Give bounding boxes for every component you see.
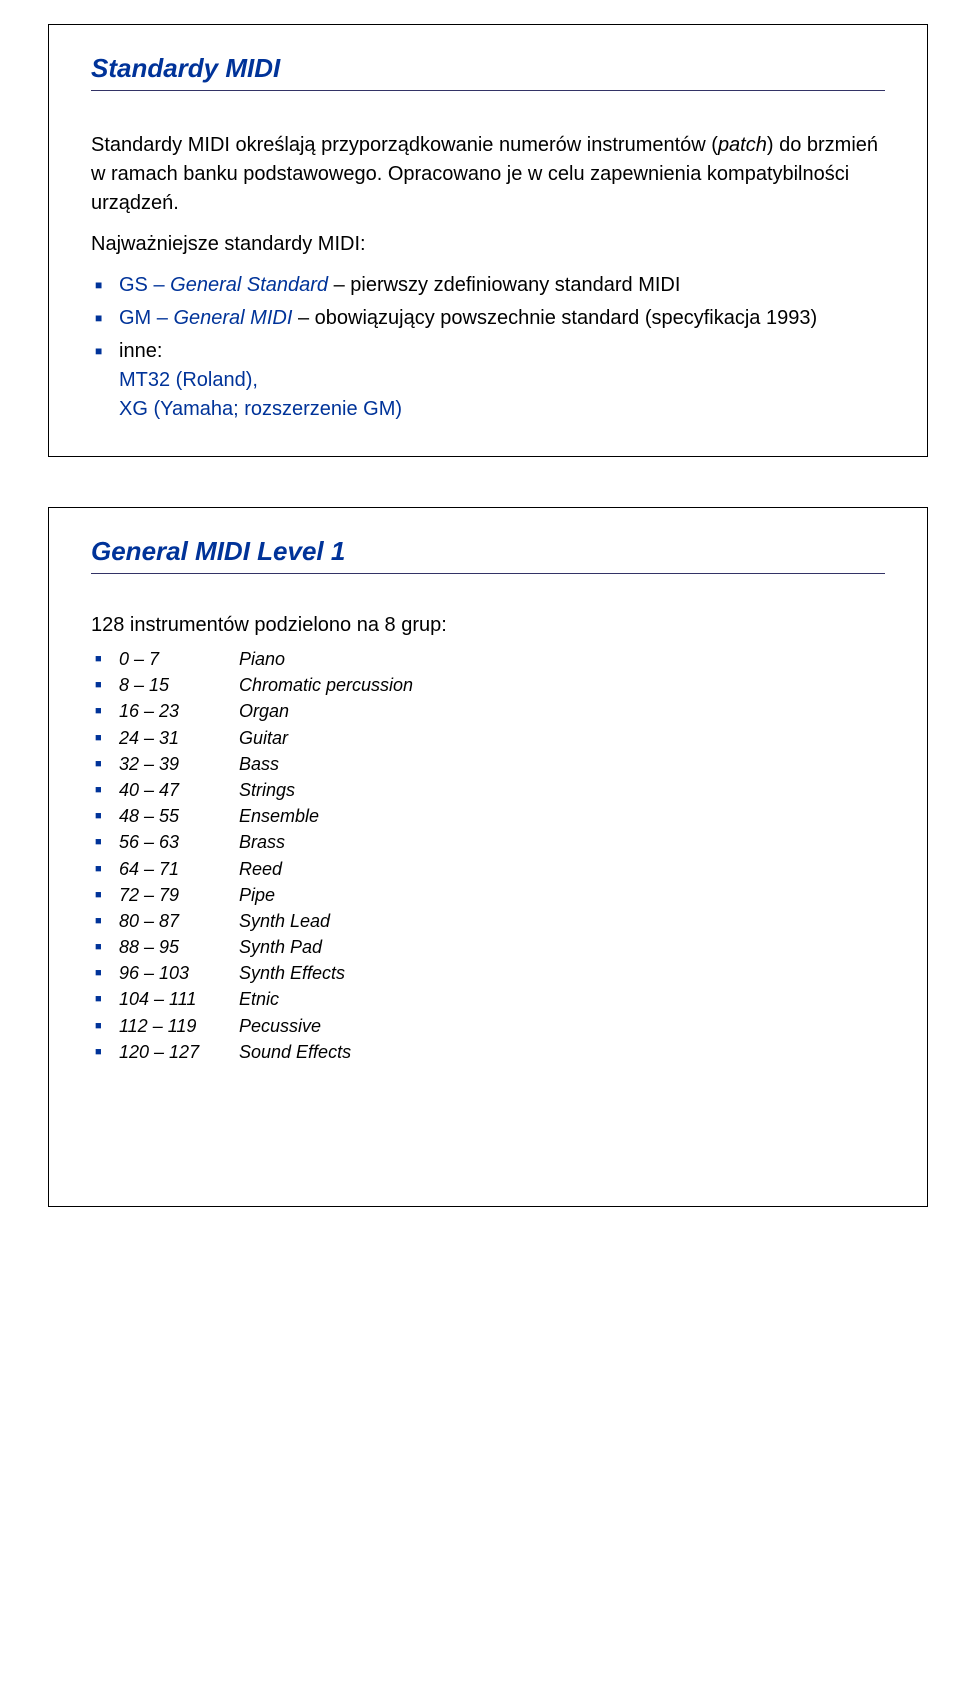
list-item-gs: GS – General Standard – pierwszy zdefini…	[91, 271, 885, 300]
instrument-group-item: 120 – 127Sound Effects	[91, 1040, 885, 1065]
inne-xg: XG (Yamaha; rozszerzenie GM)	[119, 395, 885, 424]
instrument-name: Ensemble	[239, 804, 319, 829]
instrument-range: 32 – 39	[119, 752, 239, 777]
instrument-group-item: 0 – 7Piano	[91, 647, 885, 672]
slide2-intro: 128 instrumentów podzielono na 8 grup:	[91, 614, 885, 637]
list-item-gm: GM – General MIDI – obowiązujący powszec…	[91, 304, 885, 333]
instrument-name: Organ	[239, 699, 289, 724]
instrument-range: 48 – 55	[119, 804, 239, 829]
instrument-group-item: 16 – 23Organ	[91, 699, 885, 724]
slide1-para2: Najważniejsze standardy MIDI:	[91, 230, 885, 259]
instrument-name: Brass	[239, 830, 285, 855]
instrument-group-item: 80 – 87Synth Lead	[91, 909, 885, 934]
instrument-range: 8 – 15	[119, 673, 239, 698]
instrument-name: Etnic	[239, 987, 279, 1012]
gs-pre: GS –	[119, 274, 170, 296]
instrument-range: 24 – 31	[119, 726, 239, 751]
instrument-range: 112 – 119	[119, 1014, 239, 1039]
slide1-title: Standardy MIDI	[91, 53, 885, 91]
instrument-group-item: 40 – 47Strings	[91, 778, 885, 803]
instrument-range: 96 – 103	[119, 961, 239, 986]
instrument-groups-list: 0 – 7Piano8 – 15Chromatic percussion16 –…	[91, 647, 885, 1065]
instrument-group-item: 72 – 79Pipe	[91, 883, 885, 908]
slide1-para1-patch: patch	[718, 134, 767, 156]
slide-standardy-midi: Standardy MIDI Standardy MIDI określają …	[48, 24, 928, 457]
instrument-range: 56 – 63	[119, 830, 239, 855]
instrument-name: Sound Effects	[239, 1040, 351, 1065]
instrument-range: 0 – 7	[119, 647, 239, 672]
instrument-group-item: 112 – 119Pecussive	[91, 1014, 885, 1039]
gm-ital: General MIDI	[173, 307, 292, 329]
instrument-range: 104 – 111	[119, 987, 239, 1012]
instrument-name: Synth Pad	[239, 935, 322, 960]
instrument-range: 72 – 79	[119, 883, 239, 908]
instrument-range: 80 – 87	[119, 909, 239, 934]
instrument-range: 88 – 95	[119, 935, 239, 960]
instrument-group-item: 56 – 63Brass	[91, 830, 885, 855]
inne-mt32: MT32 (Roland),	[119, 366, 885, 395]
instrument-group-item: 32 – 39Bass	[91, 752, 885, 777]
instrument-name: Synth Effects	[239, 961, 345, 986]
instrument-range: 120 – 127	[119, 1040, 239, 1065]
instrument-name: Pipe	[239, 883, 275, 908]
instrument-name: Chromatic percussion	[239, 673, 413, 698]
instrument-group-item: 64 – 71Reed	[91, 857, 885, 882]
slide1-para1: Standardy MIDI określają przyporządkowan…	[91, 131, 885, 218]
slide1-standards-list: GS – General Standard – pierwszy zdefini…	[91, 271, 885, 424]
instrument-group-item: 8 – 15Chromatic percussion	[91, 673, 885, 698]
slide2-title: General MIDI Level 1	[91, 536, 885, 574]
instrument-group-item: 88 – 95Synth Pad	[91, 935, 885, 960]
gm-post: – obowiązujący powszechnie standard (spe…	[292, 307, 817, 329]
instrument-name: Reed	[239, 857, 282, 882]
instrument-name: Strings	[239, 778, 295, 803]
gs-post: – pierwszy zdefiniowany standard MIDI	[328, 274, 680, 296]
instrument-name: Bass	[239, 752, 279, 777]
instrument-name: Guitar	[239, 726, 288, 751]
instrument-name: Pecussive	[239, 1014, 321, 1039]
instrument-group-item: 104 – 111Etnic	[91, 987, 885, 1012]
instrument-name: Synth Lead	[239, 909, 330, 934]
instrument-range: 16 – 23	[119, 699, 239, 724]
instrument-range: 64 – 71	[119, 857, 239, 882]
list-item-inne: inne: MT32 (Roland), XG (Yamaha; rozszer…	[91, 337, 885, 424]
slide-gm-level-1: General MIDI Level 1 128 instrumentów po…	[48, 507, 928, 1207]
inne-label: inne:	[119, 340, 162, 362]
instrument-name: Piano	[239, 647, 285, 672]
gs-ital: General Standard	[170, 274, 328, 296]
instrument-range: 40 – 47	[119, 778, 239, 803]
slide1-para1-a: Standardy MIDI określają przyporządkowan…	[91, 134, 718, 156]
instrument-group-item: 24 – 31Guitar	[91, 726, 885, 751]
instrument-group-item: 48 – 55Ensemble	[91, 804, 885, 829]
instrument-group-item: 96 – 103Synth Effects	[91, 961, 885, 986]
gm-pre: GM –	[119, 307, 173, 329]
